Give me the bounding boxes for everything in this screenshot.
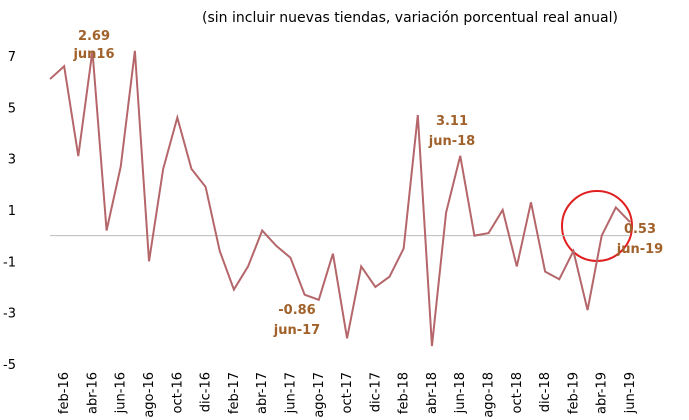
y-tick-label: -3 [3, 307, 16, 322]
annotation-value: -0.86 [278, 303, 315, 318]
x-tick-label: dic-17 [368, 372, 383, 412]
x-tick-label: feb-16 [57, 372, 72, 414]
x-tick-label: jun-17 [283, 372, 298, 414]
x-tick-label: ago-16 [142, 372, 157, 418]
annotation-value: 3.11 [436, 114, 468, 129]
x-tick-label: jun-16 [114, 372, 129, 414]
x-tick-label: ago-18 [482, 372, 497, 418]
x-tick-label: feb-19 [566, 372, 581, 414]
x-tick-label: dic-16 [199, 372, 214, 412]
x-tick-label: abr-18 [425, 372, 440, 414]
x-tick-label: oct-16 [170, 372, 185, 413]
x-tick-label: feb-17 [227, 372, 242, 414]
y-tick-label: 3 [8, 153, 16, 168]
annotation-label: jun-17 [273, 323, 320, 338]
x-tick-label: abr-19 [595, 372, 610, 414]
annotation-label: jun-19 [616, 242, 663, 257]
x-tick-label: ago-17 [312, 372, 327, 418]
y-tick-label: 7 [8, 50, 16, 65]
x-tick-label: oct-17 [340, 372, 355, 413]
x-tick-label: dic-18 [538, 372, 553, 412]
chart-subtitle: (sin incluir nuevas tiendas, variación p… [202, 10, 618, 26]
x-tick-label: jun-18 [453, 372, 468, 414]
annotation-value: 0.53 [624, 222, 656, 237]
x-tick-label: feb-18 [397, 372, 412, 414]
y-tick-label: -1 [3, 255, 16, 270]
x-tick-label: jun-19 [623, 372, 638, 414]
annotation-label: jun16 [72, 47, 114, 62]
y-tick-label: 1 [8, 204, 16, 219]
data-line [49, 50, 631, 347]
x-tick-label: abr-17 [255, 372, 270, 414]
y-tick-label: -5 [3, 358, 16, 373]
x-tick-label: oct-18 [510, 372, 525, 413]
x-tick-label: abr-16 [85, 372, 100, 414]
annotation-label: jun-18 [428, 134, 475, 149]
y-tick-label: 5 [8, 101, 16, 116]
annotation-value: 2.69 [78, 29, 110, 44]
